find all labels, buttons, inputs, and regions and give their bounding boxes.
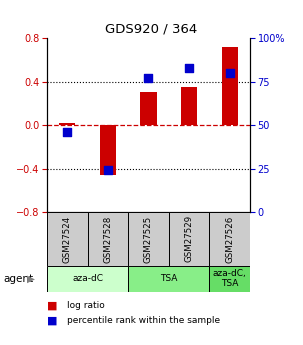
- Bar: [100, 125, 116, 175]
- Point: [105, 168, 110, 173]
- Bar: [128, 266, 209, 292]
- Bar: [140, 92, 157, 125]
- Text: ■: ■: [47, 300, 58, 310]
- Bar: [181, 87, 197, 125]
- Text: log ratio: log ratio: [67, 301, 105, 310]
- Text: ▶: ▶: [27, 274, 35, 284]
- Point: [65, 129, 70, 135]
- Text: GSM27526: GSM27526: [225, 215, 234, 263]
- Text: TSA: TSA: [160, 274, 178, 283]
- Bar: [221, 47, 238, 125]
- Text: GSM27529: GSM27529: [185, 215, 194, 263]
- Point: [146, 75, 151, 81]
- Bar: [88, 212, 128, 266]
- Text: GSM27528: GSM27528: [103, 215, 112, 263]
- Text: GSM27525: GSM27525: [144, 215, 153, 263]
- Bar: [209, 212, 250, 266]
- Text: aza-dC: aza-dC: [72, 274, 103, 283]
- Point: [187, 65, 191, 70]
- Text: aza-dC,
TSA: aza-dC, TSA: [213, 269, 247, 288]
- Bar: [47, 266, 128, 292]
- Text: GDS920 / 364: GDS920 / 364: [105, 23, 198, 36]
- Bar: [169, 212, 209, 266]
- Point: [227, 70, 232, 76]
- Bar: [47, 212, 88, 266]
- Text: ■: ■: [47, 315, 58, 325]
- Text: agent: agent: [3, 274, 33, 284]
- Bar: [209, 266, 250, 292]
- Text: percentile rank within the sample: percentile rank within the sample: [67, 316, 220, 325]
- Bar: [128, 212, 169, 266]
- Text: GSM27524: GSM27524: [63, 215, 72, 263]
- Bar: [59, 123, 75, 125]
